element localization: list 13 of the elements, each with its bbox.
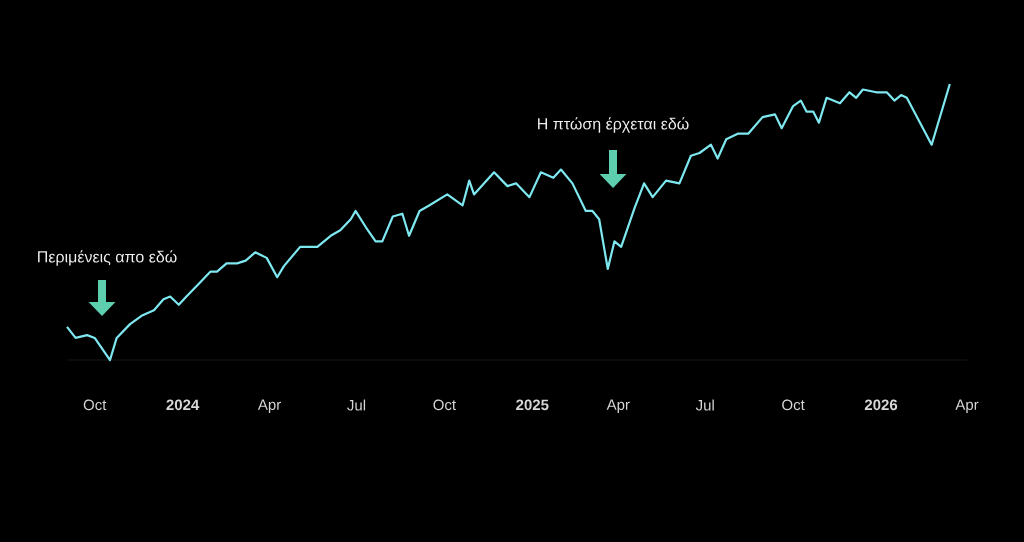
x-tick-label: Oct [83,399,107,411]
x-tick-label: Oct [433,399,456,411]
x-tick-label: Jul [695,399,714,411]
x-tick-label: Oct [782,399,805,411]
x-tick-label: Jul [347,399,366,411]
x-tick-label: 2024 [166,399,200,411]
x-tick-label: 2026 [864,399,898,411]
x-tick-label: Apr [606,399,630,413]
x-tick-label: Apr [955,399,979,413]
x-tick-label: 2025 [516,399,549,411]
annotation: Η πτώση έρχεται εδώ [538,117,689,133]
x-tick-label: Apr [257,399,281,413]
annotation: Περιμένεις απο εδώ [38,250,177,266]
